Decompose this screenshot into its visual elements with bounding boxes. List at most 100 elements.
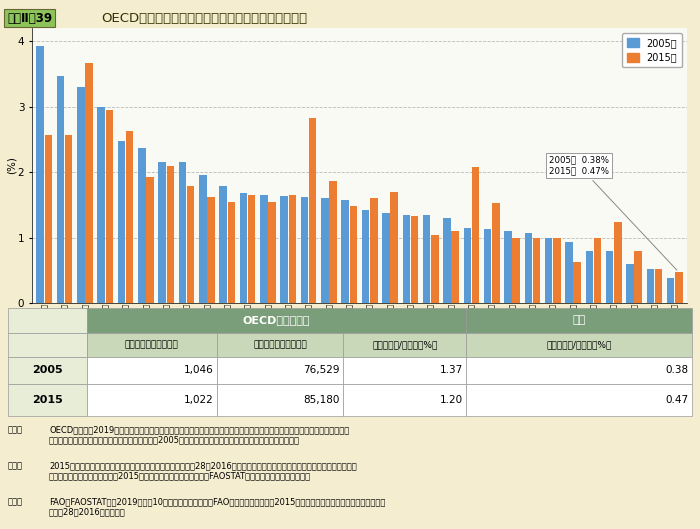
Bar	[87, 333, 216, 357]
Bar	[343, 357, 466, 384]
Bar	[342, 200, 349, 303]
Text: 1,046: 1,046	[183, 365, 214, 375]
Bar	[573, 262, 581, 303]
Bar	[391, 191, 398, 303]
Bar	[97, 106, 105, 303]
Bar	[533, 238, 540, 303]
Text: 資料：: 資料：	[8, 497, 23, 506]
Bar	[362, 210, 370, 303]
Bar	[187, 186, 195, 303]
Bar	[443, 218, 451, 303]
Text: 木材生産量（百万㎥）: 木材生産量（百万㎥）	[125, 340, 178, 349]
Text: 0.38: 0.38	[666, 365, 689, 375]
Bar	[321, 198, 329, 303]
Bar	[8, 333, 87, 357]
Bar	[158, 162, 166, 303]
Bar	[329, 180, 337, 303]
Text: OECD加盟国全体: OECD加盟国全体	[243, 315, 310, 325]
Y-axis label: (%): (%)	[6, 157, 16, 175]
Text: 森林蓄積量（百万㎥）: 森林蓄積量（百万㎥）	[253, 340, 307, 349]
Bar	[545, 238, 552, 303]
Text: 1.20: 1.20	[440, 395, 463, 405]
Text: 76,529: 76,529	[303, 365, 340, 375]
Bar	[675, 272, 682, 303]
Text: 0.47: 0.47	[666, 395, 689, 405]
Bar	[87, 357, 216, 384]
Bar	[126, 131, 134, 303]
Bar	[248, 195, 256, 303]
Text: 注２：: 注２：	[8, 461, 23, 470]
Text: 資料Ⅱ－39: 資料Ⅱ－39	[7, 12, 52, 24]
Text: OECD加盟国は2019年１月時点のもの。カナダ、オーストラリア、ポルトガルについては森林蓄積量が報告されていないため
　　除いている。また、アイスランドについ: OECD加盟国は2019年１月時点のもの。カナダ、オーストラリア、ポルトガルにつ…	[49, 425, 349, 445]
Bar	[586, 251, 593, 303]
Bar	[423, 215, 430, 303]
Bar	[8, 308, 87, 333]
Bar	[45, 135, 52, 303]
Bar	[343, 384, 466, 416]
Bar	[370, 198, 377, 303]
Bar	[207, 197, 215, 303]
Bar	[260, 195, 267, 303]
Bar	[118, 141, 125, 303]
Bar	[77, 87, 85, 303]
Bar	[626, 264, 634, 303]
Text: 木材生産量/蓄積量（%）: 木材生産量/蓄積量（%）	[547, 340, 612, 349]
Bar	[309, 117, 316, 303]
Bar	[667, 278, 675, 303]
Bar	[466, 308, 692, 333]
Bar	[484, 229, 491, 303]
Bar	[402, 215, 410, 303]
Bar	[216, 384, 343, 416]
Bar	[431, 235, 438, 303]
Bar	[199, 175, 206, 303]
Bar	[492, 204, 500, 303]
Bar	[452, 231, 459, 303]
Text: 2005: 2005	[32, 365, 62, 375]
Bar	[614, 223, 622, 303]
Bar	[216, 333, 343, 357]
Bar	[65, 135, 72, 303]
Bar	[219, 186, 227, 303]
Bar	[87, 384, 216, 416]
Bar	[8, 384, 87, 416]
Bar	[57, 77, 64, 303]
Bar	[87, 308, 466, 333]
Bar	[594, 238, 601, 303]
Bar	[606, 251, 613, 303]
Bar	[472, 168, 480, 303]
Bar	[504, 231, 512, 303]
Bar	[240, 193, 247, 303]
Bar	[138, 149, 146, 303]
Bar	[466, 357, 692, 384]
Text: 2005年  0.38%
2015年  0.47%: 2005年 0.38% 2015年 0.47%	[549, 156, 677, 270]
Text: 85,180: 85,180	[303, 395, 340, 405]
Text: 1,022: 1,022	[183, 395, 214, 405]
Bar	[268, 202, 276, 303]
Bar	[288, 195, 296, 303]
Bar	[524, 233, 532, 303]
Bar	[634, 251, 642, 303]
Bar	[566, 242, 573, 303]
Bar	[301, 197, 308, 303]
Bar	[466, 333, 692, 357]
Bar	[281, 196, 288, 303]
Legend: 2005年, 2015年: 2005年, 2015年	[622, 33, 682, 67]
Text: 注１：: 注１：	[8, 425, 23, 434]
Bar	[228, 202, 235, 303]
Text: 1.37: 1.37	[440, 365, 463, 375]
Text: 2015: 2015	[32, 395, 63, 405]
Bar	[106, 110, 113, 303]
Bar	[647, 269, 654, 303]
Bar	[512, 238, 520, 303]
Bar	[216, 357, 343, 384]
Bar	[463, 227, 471, 303]
Bar	[411, 216, 418, 303]
Bar	[85, 63, 92, 303]
Bar	[146, 177, 154, 303]
Bar	[382, 213, 390, 303]
Text: 2015年の日本の森林蓄積量は「森林・林業基本計画」（平成28（2016）年５月）による数値。それ以外の国の森林蓄積量はい
　　ずれも「世界森林資源評価2015: 2015年の日本の森林蓄積量は「森林・林業基本計画」（平成28（2016）年５月…	[49, 461, 357, 481]
Bar	[178, 162, 186, 303]
Bar	[553, 238, 561, 303]
Bar	[167, 166, 174, 303]
Text: FAO「FAOSTAT」（2019年１月10日現在有効なもの）、FAO「世界森林資源評価2015」、林野庁「森林・林業基本計画」（平
　　成28（2016）年５: FAO「FAOSTAT」（2019年１月10日現在有効なもの）、FAO「世界森林…	[49, 497, 386, 517]
